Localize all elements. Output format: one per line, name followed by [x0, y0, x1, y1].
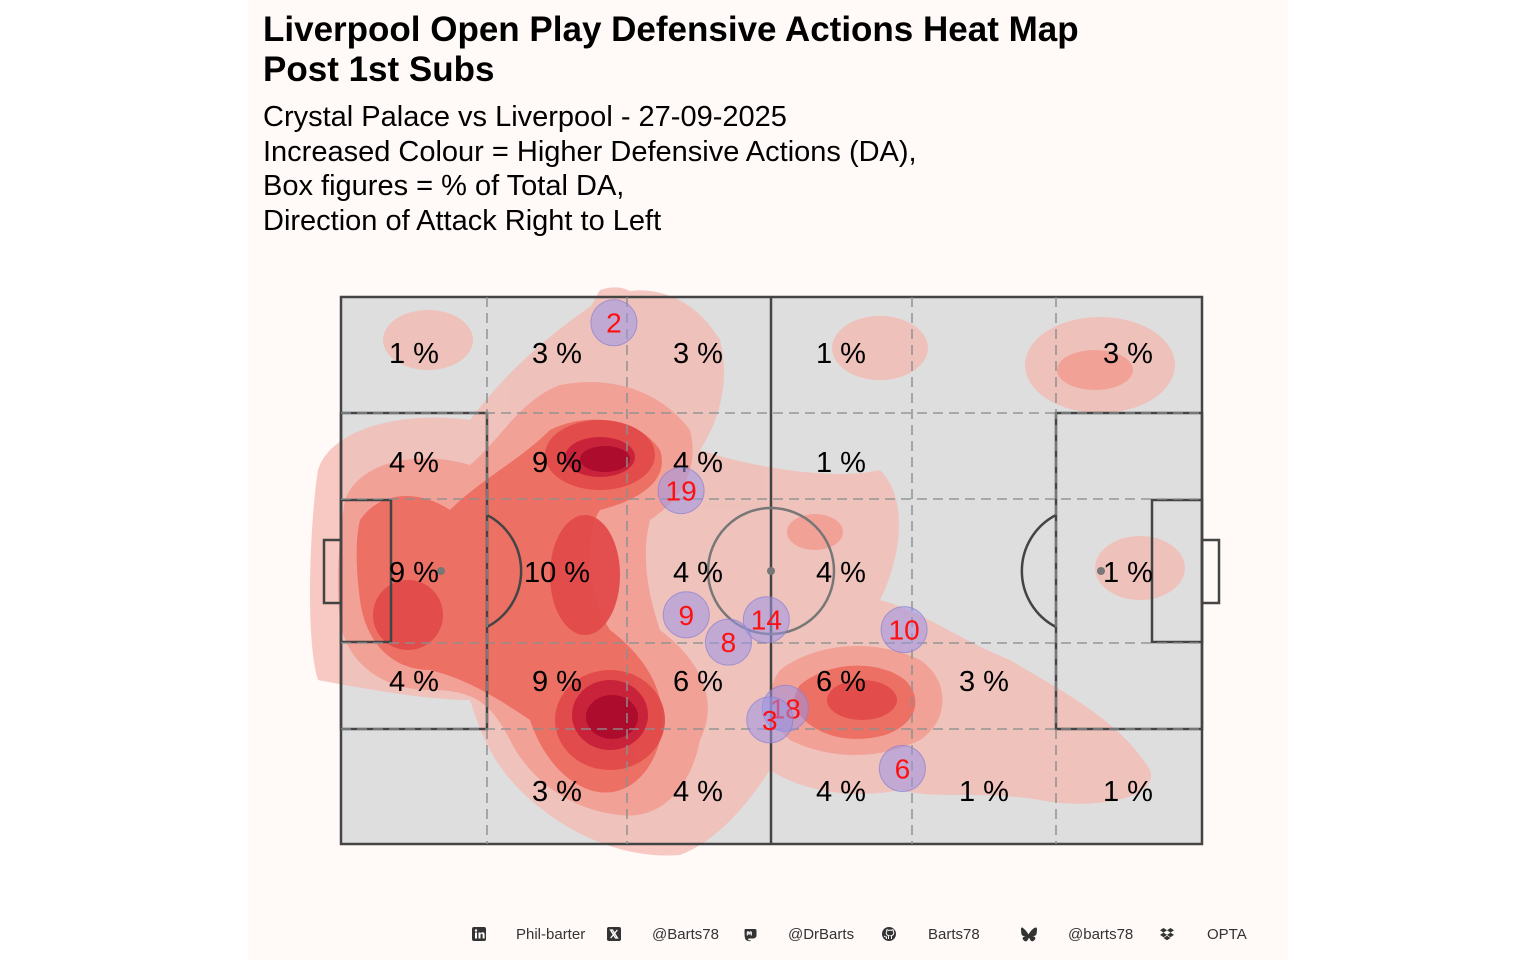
zone-label-r4-c3: 4 % [816, 776, 866, 808]
player-dot-14 [742, 596, 790, 644]
zone-label-r4-c4: 1 % [959, 776, 1009, 808]
right-goal [1200, 538, 1221, 605]
pitch-spots [437, 567, 1105, 575]
player-dot-3 [746, 696, 794, 744]
player-dot-6 [878, 745, 926, 793]
left-penalty-spot [437, 567, 445, 575]
title-line-2: Post 1st Subs [263, 50, 495, 89]
player-marker-8: 8 [704, 618, 752, 666]
player-number-14: 14 [751, 605, 782, 636]
heat-layer-6 [580, 446, 638, 739]
player-marker-2: 2 [590, 299, 638, 347]
subtitle-line-1: Crystal Palace vs Liverpool - 27-09-2025 [263, 101, 787, 133]
player-number-3: 3 [762, 705, 778, 736]
zone-label-r2-c5: 1 % [1103, 557, 1153, 589]
zone-label-r4-c2: 4 % [673, 776, 723, 808]
player-marker-3: 3 [746, 696, 794, 744]
player-dot-8 [704, 618, 752, 666]
chart-title: Liverpool Open Play Defensive Actions He… [263, 10, 1079, 90]
bluesky-icon[interactable] [1019, 926, 1038, 942]
footer-label-linkedin[interactable]: Phil-barter [516, 926, 586, 943]
footer-label-mastodon[interactable]: @DrBarts [788, 926, 855, 943]
zone-label-r0-c1: 3 % [532, 338, 582, 370]
zone-label-r1-c1: 9 % [532, 447, 582, 479]
zone-labels: 1 % 3 % 3 % 1 % 3 % 4 % 9 % 4 % 1 % 9 % 10 % 4 % 4 %… [389, 338, 1153, 808]
right-penalty-arc [1020, 513, 1057, 629]
player-number-6: 6 [895, 754, 911, 785]
chart-subtitle: Crystal Palace vs Liverpool - 27-09-2025… [263, 100, 917, 238]
player-marker-9: 9 [662, 591, 710, 639]
player-marker-19: 19 [657, 467, 705, 515]
subtitle-line-3: Box figures = % of Total DA, [263, 170, 625, 202]
subtitle-line-4: Direction of Attack Right to Left [263, 204, 662, 237]
player-dot-2 [590, 299, 638, 347]
zone-label-r2-c0: 9 % [389, 557, 439, 589]
player-marker-14: 14 [742, 596, 790, 644]
left-goal [322, 538, 343, 605]
zone-label-r0-c2: 3 % [673, 338, 723, 370]
zone-label-r2-c2: 4 % [673, 557, 723, 589]
footer-label-opta[interactable]: OPTA [1207, 926, 1247, 943]
player-number-8: 8 [721, 627, 737, 658]
center-spot [767, 567, 775, 575]
player-number-19: 19 [666, 476, 697, 507]
footer-label-bluesky[interactable]: @barts78 [1068, 926, 1134, 943]
subtitle-line-2: Increased Colour = Higher Defensive Acti… [263, 135, 917, 168]
footer-label-github[interactable]: Barts78 [928, 926, 980, 943]
x-icon[interactable] [606, 926, 622, 942]
zone-label-r1-c0: 4 % [389, 447, 439, 479]
player-number-9: 9 [678, 600, 694, 631]
zone-label-r2-c3: 4 % [816, 557, 866, 589]
player-marker-6: 6 [878, 745, 926, 793]
zone-label-r3-c3: 6 % [816, 666, 866, 698]
footer: Phil-barter @Barts78 @DrBarts Barts78 @b… [0, 922, 1536, 950]
zone-label-r0-c5: 3 % [1103, 338, 1153, 370]
zone-label-r3-c4: 3 % [959, 666, 1009, 698]
player-marker-10: 10 [880, 606, 928, 654]
zone-label-r0-c3: 1 % [816, 338, 866, 370]
player-number-10: 10 [889, 615, 920, 646]
left-penalty-arc [486, 513, 523, 629]
player-dot-10 [880, 606, 928, 654]
zone-label-r3-c0: 4 % [389, 666, 439, 698]
zone-label-r0-c0: 1 % [389, 338, 439, 370]
player-markers: 2199148101836 [590, 299, 928, 793]
player-number-2: 2 [606, 308, 622, 339]
zone-label-r4-c1: 3 % [532, 776, 582, 808]
linkedin-icon[interactable] [471, 926, 487, 942]
player-dot-9 [662, 591, 710, 639]
player-dot-19 [657, 467, 705, 515]
zone-label-r2-c1: 10 % [524, 557, 590, 589]
dropbox-icon[interactable] [1159, 926, 1175, 942]
zone-label-r1-c3: 1 % [816, 447, 866, 479]
footer-label-x[interactable]: @Barts78 [652, 926, 719, 943]
zone-label-r4-c5: 1 % [1103, 776, 1153, 808]
github-icon[interactable] [881, 926, 897, 942]
title-line-1: Liverpool Open Play Defensive Actions He… [263, 10, 1079, 49]
mastodon-icon[interactable] [742, 926, 758, 942]
zone-label-r3-c1: 9 % [532, 666, 582, 698]
right-penalty-spot [1097, 567, 1105, 575]
zone-label-r3-c2: 6 % [673, 666, 723, 698]
